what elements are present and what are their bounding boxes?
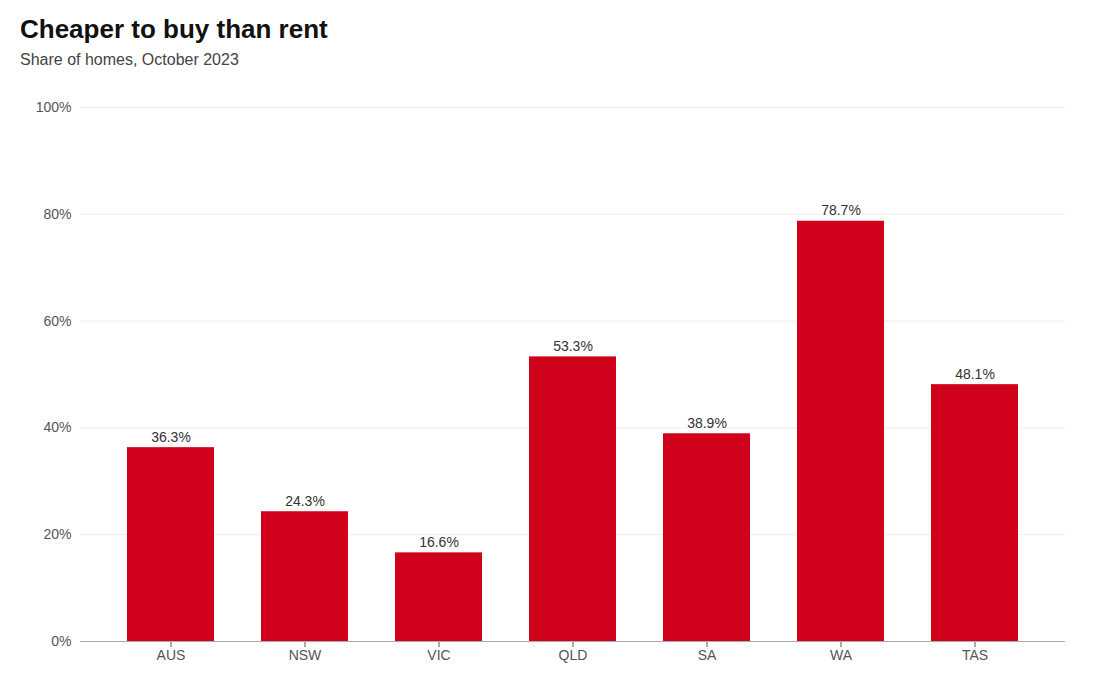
svg-text:20%: 20% (43, 526, 71, 542)
svg-text:100%: 100% (36, 99, 72, 115)
svg-text:0%: 0% (51, 633, 71, 649)
svg-text:80%: 80% (43, 206, 71, 222)
svg-text:53.3%: 53.3% (553, 338, 593, 354)
svg-text:SA: SA (698, 647, 717, 663)
svg-text:AUS: AUS (157, 647, 186, 663)
svg-text:QLD: QLD (559, 647, 588, 663)
svg-text:36.3%: 36.3% (151, 429, 191, 445)
svg-text:60%: 60% (43, 313, 71, 329)
svg-text:VIC: VIC (427, 647, 450, 663)
svg-text:WA: WA (830, 647, 853, 663)
svg-text:TAS: TAS (962, 647, 988, 663)
svg-text:48.1%: 48.1% (955, 366, 995, 382)
svg-text:NSW: NSW (289, 647, 322, 663)
html-text:Share of homes, October 2023: Share of homes, October 2023 (20, 51, 239, 68)
svg-text:78.7%: 78.7% (821, 202, 861, 218)
svg-text:16.6%: 16.6% (419, 534, 459, 550)
svg-text:40%: 40% (43, 419, 71, 435)
svg-text:24.3%: 24.3% (285, 493, 325, 509)
html-text:Cheaper to buy than rent: Cheaper to buy than rent (20, 14, 328, 44)
svg-text:38.9%: 38.9% (687, 415, 727, 431)
